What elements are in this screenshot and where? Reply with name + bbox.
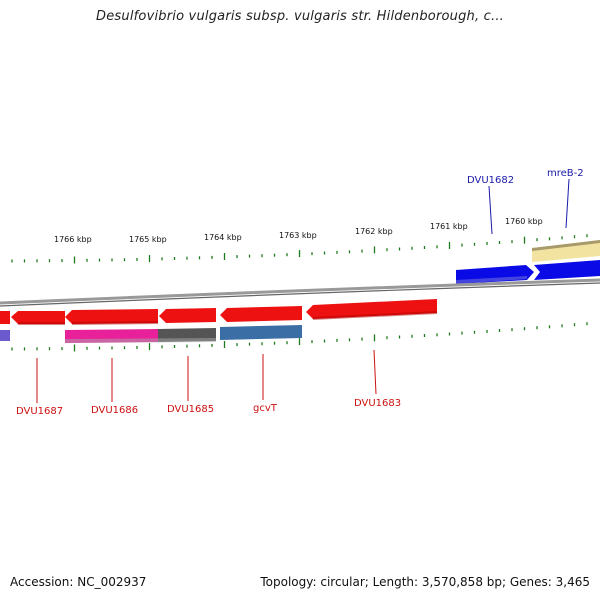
gene-label-dvu1687[interactable]: DVU1687 [16, 406, 63, 417]
inner-scale-ticks [11, 322, 588, 352]
khaki-feature-edge [532, 240, 600, 251]
gene-label-gcvt[interactable]: gcvT [253, 403, 278, 414]
gene-label-leader [488, 185, 493, 235]
khaki-feature[interactable] [532, 240, 600, 262]
gene-label-leader [565, 178, 570, 229]
reverse-gene-gcvt[interactable] [220, 306, 302, 322]
reverse-gene-shadow [18, 322, 65, 325]
gene-label-dvu1683[interactable]: DVU1683 [354, 398, 401, 409]
gene-label-leader [373, 349, 377, 395]
reverse-gene-shadow [72, 321, 158, 325]
gene-label-dvu1686[interactable]: DVU1686 [91, 405, 138, 416]
scale-tick-label: 1762 kbp [355, 227, 393, 236]
scale-tick-label: 1761 kbp [430, 222, 468, 231]
steelblue-feature[interactable] [220, 325, 302, 340]
topology-summary-text: Topology: circular; Length: 3,570,858 bp… [260, 575, 590, 589]
scale-tick-label: 1766 kbp [54, 235, 92, 244]
accession-text: Accession: NC_002937 [10, 575, 147, 589]
forward-gene-mreb-2[interactable] [534, 260, 600, 280]
gene-label-dvu1685[interactable]: DVU1685 [167, 404, 214, 415]
scale-tick-label: 1764 kbp [204, 233, 242, 242]
gene-label-dvu1682[interactable]: DVU1682 [467, 175, 514, 186]
gene-label-mreb-2[interactable]: mreB-2 [547, 168, 584, 179]
forward-gene-shadow [456, 276, 527, 284]
reverse-gene-shadow [313, 311, 437, 320]
reverse-gene-dvu1685[interactable] [159, 308, 216, 323]
feature-shadow [65, 338, 216, 343]
reverse-gene-partial[interactable] [0, 311, 10, 324]
backbone-outer [0, 278, 600, 305]
scale-tick-label: 1760 kbp [505, 217, 543, 226]
reverse-gene-dvu1686[interactable] [65, 309, 158, 324]
backbone-inner [0, 282, 600, 307]
reverse-gene-dvu1687[interactable] [11, 311, 65, 324]
outer-scale-ticks [11, 234, 588, 264]
scale-tick-label: 1763 kbp [279, 231, 317, 240]
map-title: Desulfovibrio vulgaris subsp. vulgaris s… [96, 9, 504, 24]
purple-feature[interactable] [0, 330, 10, 341]
scale-tick-label: 1765 kbp [129, 235, 167, 244]
